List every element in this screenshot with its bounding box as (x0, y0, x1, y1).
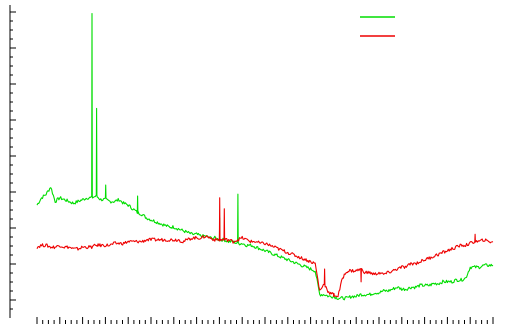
series-layer (36, 12, 494, 301)
y-axis (9, 5, 16, 318)
series-line-1 (36, 12, 494, 301)
x-axis (36, 317, 494, 324)
series-line-2 (36, 197, 494, 298)
legend (360, 16, 395, 37)
